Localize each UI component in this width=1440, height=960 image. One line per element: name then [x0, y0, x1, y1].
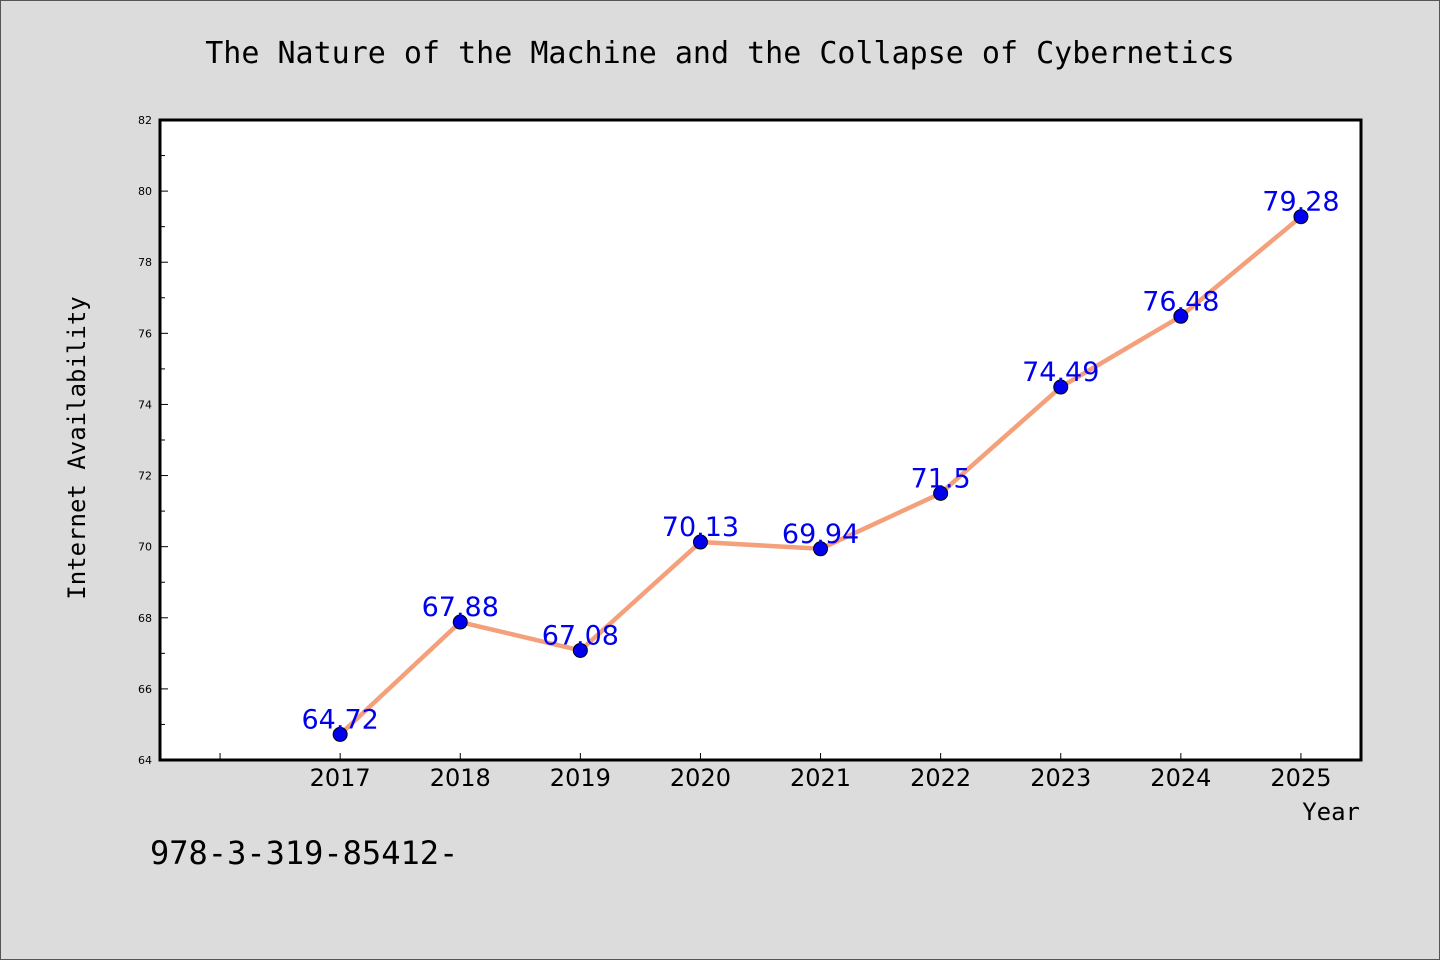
- data-point-marker: [692, 534, 708, 550]
- x-tick-label: 2021: [790, 764, 851, 792]
- x-axis: 2017 2018 2019 2020 2021 2022 2023 2024 2025: [219, 753, 1331, 792]
- y-tick-label: 82: [138, 114, 152, 127]
- x-tick-label: 2024: [1150, 764, 1211, 792]
- x-tick-label: 2023: [1030, 764, 1091, 792]
- data-label: 64.72: [302, 704, 379, 735]
- footer-isbn-text: 978-3-319-85412-: [150, 834, 459, 872]
- x-tick-label: 2025: [1270, 764, 1331, 792]
- y-tick-label: 72: [138, 470, 152, 483]
- y-tick-label: 68: [138, 612, 152, 625]
- data-label: 79.28: [1262, 187, 1339, 218]
- chart-title: The Nature of the Machine and the Collap…: [205, 36, 1235, 71]
- series-line-group: 64.72 67.88 67.08 70.13 69.94 71.5 74.49 76.48 7…: [302, 187, 1340, 742]
- x-tick-label: 2019: [550, 764, 611, 792]
- y-axis-label: Internet Availability: [63, 296, 91, 599]
- y-tick-label: 70: [138, 541, 152, 554]
- data-point-marker: [933, 485, 949, 501]
- data-label: 71.5: [911, 463, 971, 494]
- x-tick-label: 2017: [310, 764, 371, 792]
- y-tick-label: 80: [138, 185, 152, 198]
- data-point-marker: [332, 726, 348, 742]
- y-tick-label: 74: [138, 398, 152, 411]
- data-point-marker: [1053, 379, 1069, 395]
- data-point-marker: [1173, 308, 1189, 324]
- data-label: 76.48: [1142, 286, 1219, 317]
- y-tick-label: 66: [138, 683, 152, 696]
- data-label: 70.13: [662, 512, 739, 543]
- data-point-marker: [572, 642, 588, 658]
- x-axis-label: Year: [1302, 798, 1360, 826]
- y-tick-label: 78: [138, 256, 152, 269]
- data-label: 69.94: [782, 519, 859, 550]
- data-point-marker: [813, 541, 829, 557]
- x-tick-label: 2018: [430, 764, 491, 792]
- data-point-marker: [452, 614, 468, 630]
- data-label: 67.88: [422, 592, 499, 623]
- y-tick-label: 64: [138, 754, 152, 767]
- x-tick-label: 2020: [670, 764, 731, 792]
- data-label: 74.49: [1022, 357, 1099, 388]
- y-tick-label: 76: [138, 327, 152, 340]
- data-point-marker: [1293, 209, 1309, 225]
- x-tick-label: 2022: [910, 764, 971, 792]
- plot-area: [158, 118, 1363, 762]
- y-axis: 64 66 68 70 72 74 76 78 80 82: [138, 114, 168, 767]
- data-label: 67.08: [542, 620, 619, 651]
